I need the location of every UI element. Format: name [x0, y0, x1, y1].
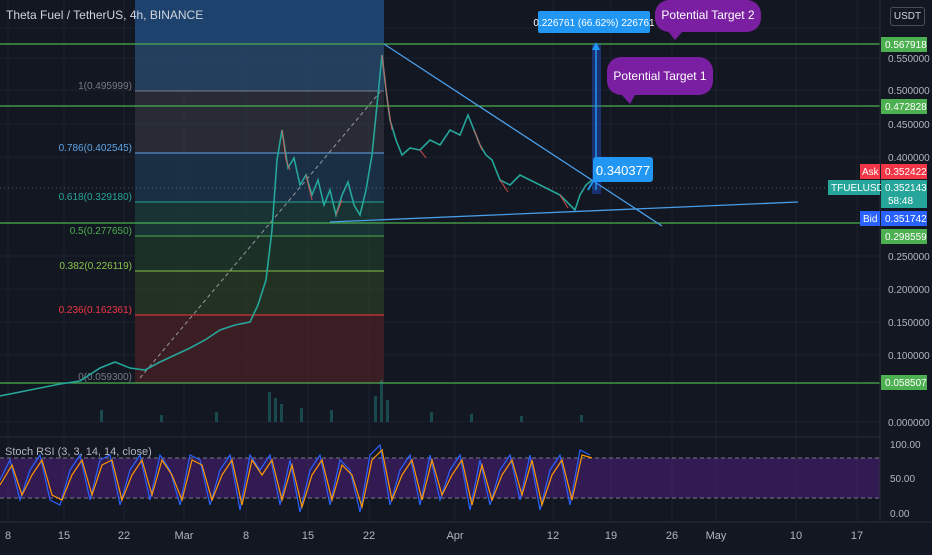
price-tick: 0.200000 [888, 285, 930, 296]
price-tick: 0.100000 [888, 351, 930, 362]
measure-label: 0.226761 (66.62%) 226761 [533, 18, 655, 29]
price-path [0, 54, 593, 397]
price-axis[interactable] [880, 0, 932, 550]
currency-button[interactable]: USDT [890, 7, 925, 26]
time-tick: 8 [5, 530, 11, 542]
target-2-label: Potential Target 2 [661, 8, 755, 22]
time-tick: 17 [851, 530, 863, 542]
ask-label-box [860, 164, 880, 179]
target-1-bubble[interactable]: Potential Target 1 [607, 57, 713, 104]
volume-bars [100, 380, 583, 422]
fib-label-0382: 0.382(0.226119) [59, 261, 132, 272]
time-tick: Apr [446, 530, 463, 542]
level-lines[interactable] [0, 43, 880, 384]
time-tick: 22 [118, 530, 130, 542]
callout-box[interactable] [593, 157, 653, 182]
time-tick: 8 [243, 530, 249, 542]
fib-label-1: 1(0.495999) [78, 81, 132, 92]
level-tag: 0.472828 [885, 102, 927, 113]
time-tick: 22 [363, 530, 375, 542]
ask-value: 0.352422 [885, 167, 927, 178]
bar-countdown: 58:48 [888, 196, 913, 207]
fib-trend-line[interactable] [139, 91, 381, 379]
bid-label: Bid [863, 214, 877, 225]
rsi-tick: 50.00 [890, 474, 915, 485]
level-tag: 0.058507 [885, 378, 927, 389]
rsi-tick: 100.00 [890, 440, 921, 451]
price-tick: 0.400000 [888, 153, 930, 164]
measure-label-box [538, 11, 650, 33]
measure-arrowhead [592, 42, 600, 50]
level-tag: 0.298559 [885, 232, 927, 243]
time-tick: 12 [547, 530, 559, 542]
price-tick: 0.550000 [888, 54, 930, 65]
fib-label-05: 0.5(0.277650) [70, 226, 132, 237]
target-1-label: Potential Target 1 [613, 69, 707, 83]
bid-value: 0.351742 [885, 214, 927, 225]
chart-title[interactable]: Theta Fuel / TetherUS, 4h, BINANCE [6, 8, 204, 22]
symbol-value: 0.352143 [885, 183, 927, 194]
symbol-label-box [828, 180, 880, 195]
callout-value: 0.340377 [596, 163, 650, 178]
fib-label-0618: 0.618(0.329180) [59, 192, 132, 203]
fib-zones [135, 0, 384, 383]
fib-label-0786: 0.786(0.402545) [59, 143, 132, 154]
symbol-value-box [881, 180, 927, 208]
price-tick: 0.150000 [888, 318, 930, 329]
ask-value-box [881, 164, 927, 179]
fib-label-0236: 0.236(0.162361) [59, 305, 132, 316]
level-tag-box [881, 37, 927, 52]
level-tag-box [881, 375, 927, 390]
time-axis[interactable] [0, 522, 932, 550]
time-tick: 10 [790, 530, 802, 542]
descending-trendline[interactable] [383, 43, 663, 227]
time-tick: 19 [605, 530, 617, 542]
price-tick: 0.250000 [888, 252, 930, 263]
ask-label: Ask [862, 167, 880, 178]
symbol-label: TFUELUSDT [831, 183, 890, 194]
time-tick: May [706, 530, 727, 542]
target-2-bubble[interactable]: Potential Target 2 [655, 0, 761, 40]
price-tick: 0.500000 [888, 86, 930, 97]
price-tick: 0.450000 [888, 120, 930, 131]
rsi-band [0, 458, 880, 498]
time-tick: Mar [175, 530, 194, 542]
ascending-trendline[interactable] [329, 201, 799, 223]
level-tag-box [881, 229, 927, 244]
bid-label-box [860, 211, 880, 226]
rsi-tick: 0.00 [890, 509, 910, 520]
time-tick: 26 [666, 530, 678, 542]
rsi-d-line [0, 448, 593, 510]
time-tick: 15 [58, 530, 70, 542]
indicator-label[interactable]: Stoch RSI (3, 3, 14, 14, close) [5, 446, 152, 458]
price-tick: 0.000000 [888, 418, 930, 429]
fib-label-0: 0(0.059300) [78, 372, 132, 383]
time-tick: 15 [302, 530, 314, 542]
level-tag: 0.567918 [885, 40, 927, 51]
level-tag-box [881, 99, 927, 114]
bid-value-box [881, 211, 927, 226]
price-path-down [281, 54, 569, 216]
